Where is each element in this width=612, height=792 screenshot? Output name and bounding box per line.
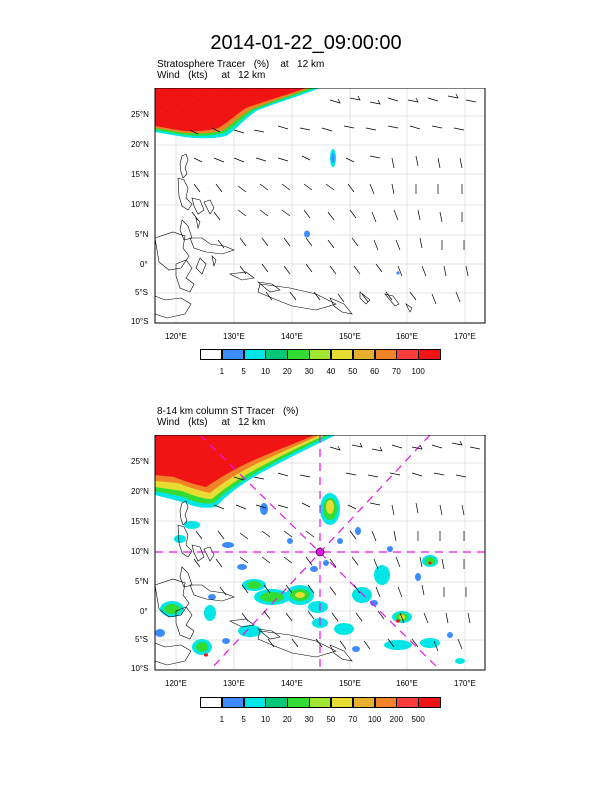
top-colorbar-box: [221, 349, 245, 360]
bottom-colorbar-box: [200, 697, 223, 708]
bottom-colorbar-label: 5: [241, 715, 246, 724]
top-lat-label: 25°N: [131, 110, 149, 119]
top-colorbar-label: 30: [304, 367, 314, 376]
top-colorbar-label: 40: [326, 367, 336, 376]
top-map-frame: [154, 87, 486, 324]
top-colorbar-box: [330, 349, 354, 360]
bottom-colorbar-label: 50: [326, 715, 336, 724]
top-colorbar-box: [287, 349, 310, 360]
top-colorbar-label: 5: [241, 367, 246, 376]
top-colorbar-label: 50: [348, 367, 358, 376]
top-colorbar-box: [200, 349, 223, 360]
bottom-colorbar: 1 5 10 20 30 50 70 100 200 500: [200, 697, 441, 729]
top-colorbar: 1 5 10 20 30 40 50 60 70 100: [200, 349, 441, 381]
bottom-wind-barbs: [193, 440, 481, 652]
bottom-coastlines: [154, 500, 353, 666]
bottom-panel-subtitle-1: 8-14 km column ST Tracer (%): [157, 406, 299, 417]
bottom-colorbar-box: [243, 697, 267, 708]
top-coastlines: [154, 153, 413, 319]
bottom-colorbar-box: [418, 697, 441, 708]
bottom-colorbar-box: [309, 697, 332, 708]
top-colorbar-box: [418, 349, 441, 360]
bottom-colorbar-label: 70: [348, 715, 358, 724]
top-colorbar-box: [396, 349, 419, 360]
top-colorbar-box: [243, 349, 267, 360]
bottom-center-marker: [315, 547, 325, 557]
top-colorbar-label: 100: [411, 367, 425, 376]
bottom-lon-label: 120°E: [165, 679, 187, 688]
top-lon-label: 150°E: [339, 332, 361, 341]
bottom-colorbar-label: 500: [411, 715, 425, 724]
bottom-tracer-field: [155, 435, 465, 664]
top-lat-label: 5°N: [135, 230, 149, 239]
top-colorbar-box: [352, 349, 376, 360]
bottom-colorbar-box: [374, 697, 397, 708]
bottom-colorbar-box: [265, 697, 288, 708]
bottom-colorbar-label: 200: [389, 715, 404, 724]
bottom-colorbar-label: 100: [367, 715, 382, 724]
top-lat-label: 10°S: [131, 317, 149, 326]
bottom-colorbar-box: [221, 697, 245, 708]
bottom-lat-label: 20°N: [131, 487, 149, 496]
top-colorbar-label: 1: [219, 367, 225, 376]
page-title: 2014-01-22_09:00:00: [210, 32, 402, 54]
top-lat-label: 15°N: [131, 170, 149, 179]
top-panel-subtitle-1: Stratosphere Tracer (%) at 12 km: [157, 59, 325, 70]
top-tracer-field: [155, 88, 400, 275]
top-lon-label: 130°E: [223, 332, 245, 341]
top-colorbar-label: 60: [370, 367, 379, 376]
bottom-colorbar-box: [330, 697, 354, 708]
top-map-panel: [130, 87, 490, 338]
bottom-colorbar-label: 20: [282, 715, 292, 724]
bottom-lat-label: 0°: [140, 607, 148, 616]
top-colorbar-box: [265, 349, 288, 360]
bottom-lon-label: 130°E: [223, 679, 245, 688]
top-panel-subtitle-2: Wind (kts) at 12 km: [157, 70, 266, 81]
bottom-lat-label: 10°S: [131, 664, 149, 673]
top-lat-label: 5°S: [135, 288, 148, 297]
top-lon-label: 140°E: [281, 332, 303, 341]
bottom-lon-label: 150°E: [339, 679, 361, 688]
bottom-colorbar-label: 1: [219, 715, 225, 724]
top-colorbar-box: [374, 349, 397, 360]
top-lat-label: 20°N: [131, 140, 149, 149]
bottom-lon-label: 170°E: [454, 679, 476, 688]
top-map: [154, 87, 486, 324]
top-lat-label: 10°N: [131, 200, 149, 209]
bottom-colorbar-label: 30: [304, 715, 314, 724]
top-lon-label: 120°E: [165, 332, 187, 341]
bottom-colorbar-box: [287, 697, 310, 708]
bottom-lat-label: 5°S: [135, 635, 148, 644]
bottom-lon-label: 160°E: [396, 679, 418, 688]
bottom-colorbar-label: 10: [261, 715, 270, 724]
bottom-lat-label: 15°N: [131, 517, 149, 526]
top-lon-label: 160°E: [396, 332, 418, 341]
top-wind-barbs: [189, 93, 477, 305]
bottom-colorbar-box: [352, 697, 376, 708]
top-colorbar-label: 70: [391, 367, 401, 376]
bottom-lat-label: 10°N: [131, 547, 149, 556]
bottom-lon-label: 140°E: [281, 679, 303, 688]
bottom-lat-label: 25°N: [131, 457, 149, 466]
bottom-map-panel: [130, 434, 490, 685]
bottom-map: [154, 434, 486, 671]
bottom-lat-label: 5°N: [135, 577, 149, 586]
top-lat-label: 0°: [140, 260, 148, 269]
top-colorbar-label: 10: [261, 367, 270, 376]
top-colorbar-box: [309, 349, 332, 360]
top-colorbar-label: 20: [282, 367, 292, 376]
bottom-panel-subtitle-2: Wind (kts) at 12 km: [157, 417, 266, 428]
bottom-colorbar-box: [396, 697, 419, 708]
top-lon-label: 170°E: [454, 332, 476, 341]
bottom-map-frame: [154, 434, 486, 671]
